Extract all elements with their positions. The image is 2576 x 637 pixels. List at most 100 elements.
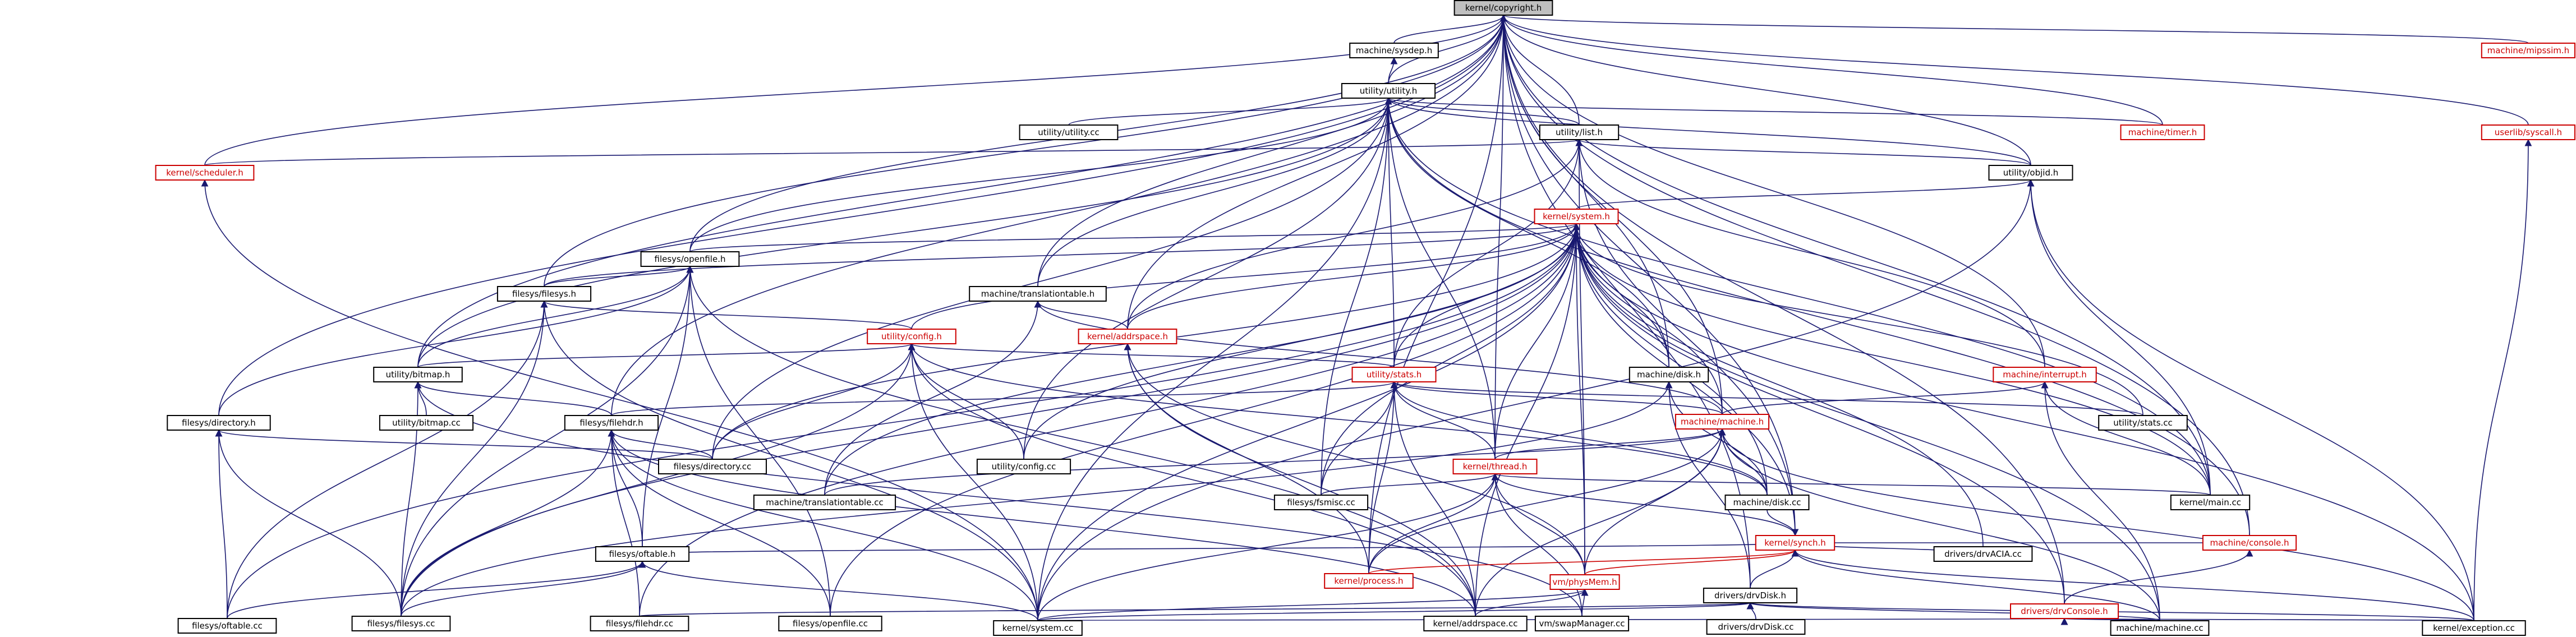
node-label: machine/machine.cc <box>2116 623 2203 633</box>
node-bitmapcc[interactable]: utility/bitmap.cc <box>380 416 473 430</box>
node-systemcc[interactable]: kernel/system.cc <box>993 621 1082 635</box>
node-timer[interactable]: machine/timer.h <box>2121 125 2205 140</box>
node-label: kernel/main.cc <box>2179 497 2241 507</box>
node-label: drivers/drvConsole.h <box>2021 606 2108 616</box>
node-label: machine/disk.h <box>1637 370 1701 380</box>
node-stats[interactable]: utility/stats.h <box>1353 367 1436 382</box>
node-drvdisk[interactable]: drivers/drvDisk.h <box>1704 588 1797 603</box>
node-label: kernel/scheduler.h <box>166 168 243 178</box>
node-config[interactable]: utility/config.h <box>867 329 956 344</box>
node-label: filesys/oftable.h <box>609 549 676 559</box>
node-filehdr[interactable]: filesys/filehdr.h <box>565 416 658 430</box>
node-processcc[interactable]: kernel/process.h <box>1324 574 1413 588</box>
node-filesys[interactable]: filesys/filesys.h <box>498 287 591 301</box>
node-label: kernel/process.h <box>1334 576 1403 586</box>
node-translate[interactable]: machine/translationtable.h <box>969 287 1106 301</box>
node-drvconsole[interactable]: drivers/drvConsole.h <box>2011 604 2118 618</box>
node-mipssim[interactable]: machine/mipssim.h <box>2482 43 2575 58</box>
node-drvaciacc[interactable]: drivers/drvACIA.cc <box>1934 547 2032 561</box>
node-utilitycc[interactable]: utility/utility.cc <box>1020 125 1118 140</box>
edge-systemcc-to-object <box>1038 180 2031 621</box>
node-label: machine/sysdep.h <box>1356 45 1433 56</box>
node-physmem[interactable]: vm/physMem.h <box>1550 575 1619 589</box>
edge-addrspacecc-to-system <box>1475 224 1576 616</box>
node-label: filesys/filesys.cc <box>367 618 435 629</box>
edge-machine-to-stats <box>1394 382 1722 414</box>
node-thread[interactable]: kernel/thread.h <box>1453 459 1537 474</box>
node-label: machine/disk.cc <box>1733 497 1801 507</box>
graph-edges <box>205 15 2528 621</box>
node-label: filesys/openfile.cc <box>793 618 868 629</box>
node-label: utility/utility.h <box>1360 86 1418 96</box>
edge-stats-to-config <box>912 344 1394 367</box>
node-openfile[interactable]: filesys/openfile.h <box>641 252 739 266</box>
edge-exceptioncc-to-machine <box>1722 429 2474 621</box>
node-label: machine/timer.h <box>2128 127 2197 137</box>
edge-filehdr-to-bitmap <box>418 382 611 416</box>
node-interrupt[interactable]: machine/interrupt.h <box>1993 367 2096 382</box>
node-directory[interactable]: filesys/directory.h <box>167 416 270 430</box>
node-label: filesys/directory.h <box>182 418 256 428</box>
node-list[interactable]: utility/list.h <box>1540 125 1618 140</box>
node-scheduler[interactable]: kernel/scheduler.h <box>156 165 254 180</box>
node-filesyscc[interactable]: filesys/filesys.cc <box>352 616 450 631</box>
node-addrspace[interactable]: kernel/addrspace.h <box>1079 329 1177 344</box>
node-maincc[interactable]: kernel/main.cc <box>2171 495 2250 510</box>
edge-systemcc-to-drvdisk <box>1038 603 1750 621</box>
node-oftablecc[interactable]: filesys/oftable.cc <box>178 618 277 633</box>
node-label: filesys/filehdr.h <box>579 418 643 428</box>
edge-fsmisc-to-stats <box>1321 382 1394 495</box>
edge-statscc-to-system <box>1576 224 2143 416</box>
node-sysdep[interactable]: machine/sysdep.h <box>1350 43 1438 58</box>
edge-thread-to-system <box>1495 224 1576 459</box>
edge-thread-to-utility <box>1388 98 1495 459</box>
node-diskcc[interactable]: machine/disk.cc <box>1726 495 1809 510</box>
edge-syscall-to-copyright <box>1503 15 2528 125</box>
node-label: drivers/drvDisk.h <box>1714 590 1786 601</box>
node-label: machine/console.h <box>2210 538 2289 548</box>
node-syscall[interactable]: userlib/syscall.h <box>2482 125 2575 140</box>
edge-system-to-object <box>1576 180 2031 209</box>
edge-mipssim-to-copyright <box>1503 15 2528 43</box>
edge-filesyscc-to-filehdr <box>401 430 611 616</box>
node-drvdiskcc[interactable]: drivers/drvDisk.cc <box>1707 620 1805 634</box>
edge-oftable-to-synch <box>642 543 1795 554</box>
edge-directory-to-copyright <box>219 15 1503 416</box>
node-bitmap[interactable]: utility/bitmap.h <box>374 367 462 382</box>
edge-object-to-copyright <box>1503 15 2031 165</box>
node-directorycc[interactable]: filesys/directory.cc <box>659 459 766 474</box>
edge-filehdrcc-to-system <box>640 224 1576 616</box>
node-machinecc[interactable]: machine/machine.cc <box>2111 621 2209 635</box>
edge-physmem-to-synch <box>1585 550 1795 575</box>
edge-utilitycc-to-utility <box>1069 98 1388 125</box>
node-disk[interactable]: machine/disk.h <box>1630 367 1708 382</box>
node-label: kernel/system.h <box>1543 211 1610 221</box>
node-copyright[interactable]: kernel/copyright.h <box>1455 1 1553 15</box>
edge-openfile-to-utility <box>690 98 1388 252</box>
node-utility[interactable]: utility/utility.h <box>1342 84 1435 98</box>
node-system[interactable]: kernel/system.h <box>1535 209 1618 224</box>
node-filehdrcc[interactable]: filesys/filehdr.cc <box>591 616 689 631</box>
node-synch[interactable]: kernel/synch.h <box>1756 536 1834 550</box>
edge-swapcc-to-physmem <box>1582 589 1585 616</box>
edge-scheduler-to-list <box>205 140 1579 165</box>
node-machine[interactable]: machine/machine.h <box>1676 414 1769 429</box>
node-swapcc[interactable]: vm/swapManager.cc <box>1535 616 1629 631</box>
edge-openfile-to-system <box>690 224 1576 252</box>
edge-filesyscc-to-oftable <box>401 561 642 616</box>
node-addrspacecc[interactable]: kernel/addrspace.cc <box>1424 616 1526 631</box>
node-exceptioncc[interactable]: kernel/exception.cc <box>2422 621 2525 635</box>
node-openfilecc[interactable]: filesys/openfile.cc <box>779 616 881 631</box>
node-fsmisc[interactable]: filesys/fsmisc.cc <box>1275 495 1368 510</box>
node-statscc[interactable]: utility/stats.cc <box>2099 416 2187 430</box>
node-label: machine/translationtable.cc <box>766 497 883 507</box>
edge-object-to-utility <box>1388 98 2031 165</box>
node-configcc[interactable]: utility/config.cc <box>977 459 1070 474</box>
node-console[interactable]: machine/console.h <box>2203 536 2296 550</box>
node-object[interactable]: utility/objid.h <box>1989 165 2073 180</box>
node-oftable[interactable]: filesys/oftable.h <box>596 547 689 561</box>
node-label: utility/config.cc <box>992 461 1056 472</box>
edge-systemcc-to-config <box>912 344 1038 621</box>
node-translatecc[interactable]: machine/translationtable.cc <box>754 495 895 510</box>
